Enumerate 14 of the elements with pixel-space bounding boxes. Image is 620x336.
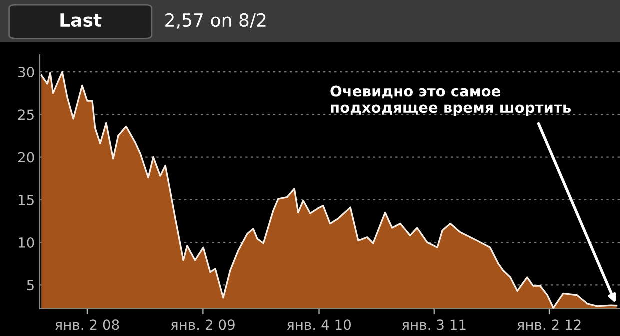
x-tick-label: янв. 3 11 (402, 320, 466, 330)
annotation: Очевидно это самое подходящее время шортить (330, 86, 571, 116)
x-tick-label: янв. 2 08 (56, 320, 120, 330)
y-tick-label: 10 (18, 237, 34, 248)
y-tick-label: 5 (27, 280, 34, 291)
chart-title: Last (60, 14, 102, 28)
y-tick-label: 25 (18, 110, 34, 120)
x-tick-label: янв. 2 12 (518, 320, 581, 330)
x-tick-label: янв. 4 10 (287, 320, 352, 330)
y-tick-label: 30 (18, 67, 34, 78)
y-tick-label: 20 (18, 152, 34, 163)
y-tick-label: 15 (18, 195, 34, 206)
x-tick-label: янв. 2 09 (171, 320, 235, 330)
chart-subtitle: 2,57 on 8/2 (166, 13, 266, 29)
